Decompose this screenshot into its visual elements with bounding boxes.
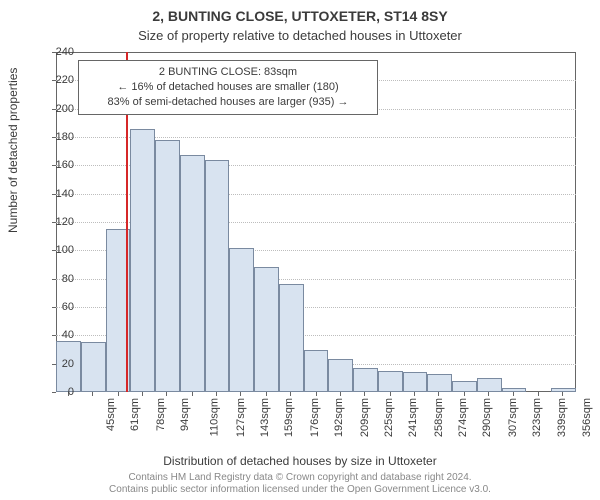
xtick-label: 258sqm xyxy=(433,398,445,437)
xtick-label: 159sqm xyxy=(284,398,296,437)
histogram-bar xyxy=(477,378,502,392)
xtick-mark xyxy=(464,392,465,396)
xtick-label: 274sqm xyxy=(457,398,469,437)
xtick-label: 241sqm xyxy=(408,398,420,437)
annotation-line: ← 16% of detached houses are smaller (18… xyxy=(87,80,369,95)
ytick-label: 100 xyxy=(44,244,74,256)
ytick-label: 80 xyxy=(44,273,74,285)
xtick-mark xyxy=(316,392,317,396)
histogram-bar xyxy=(502,388,527,392)
xtick-label: 290sqm xyxy=(482,398,494,437)
histogram-bar xyxy=(551,388,576,392)
x-axis-label: Distribution of detached houses by size … xyxy=(0,454,600,468)
histogram-bar xyxy=(378,371,403,392)
histogram-bar xyxy=(130,129,155,393)
histogram-bar xyxy=(427,374,452,392)
ytick-label: 220 xyxy=(44,74,74,86)
xtick-mark xyxy=(192,392,193,396)
xtick-label: 339sqm xyxy=(556,398,568,437)
xtick-mark xyxy=(538,392,539,396)
histogram-bar xyxy=(180,155,205,392)
xtick-label: 209sqm xyxy=(359,398,371,437)
xtick-label: 45sqm xyxy=(105,398,117,431)
ytick-label: 120 xyxy=(44,216,74,228)
annotation-line: 2 BUNTING CLOSE: 83sqm xyxy=(87,65,369,80)
histogram-bar xyxy=(403,372,428,392)
annotation-box: 2 BUNTING CLOSE: 83sqm← 16% of detached … xyxy=(78,60,378,115)
xtick-mark xyxy=(513,392,514,396)
ytick-label: 140 xyxy=(44,188,74,200)
chart-container: 2, BUNTING CLOSE, UTTOXETER, ST14 8SY Si… xyxy=(0,0,600,500)
xtick-mark xyxy=(438,392,439,396)
xtick-label: 110sqm xyxy=(209,398,221,436)
footer-line-2: Contains public sector information licen… xyxy=(0,484,600,496)
xtick-mark xyxy=(266,392,267,396)
xtick-mark xyxy=(340,392,341,396)
xtick-label: 176sqm xyxy=(309,398,321,437)
xtick-mark xyxy=(142,392,143,396)
ytick-label: 20 xyxy=(44,358,74,370)
histogram-bar xyxy=(279,284,304,392)
xtick-mark xyxy=(118,392,119,396)
histogram-bar xyxy=(229,248,254,393)
xtick-mark xyxy=(166,392,167,396)
xtick-mark xyxy=(562,392,563,396)
xtick-mark xyxy=(414,392,415,396)
xtick-label: 78sqm xyxy=(155,398,167,431)
xtick-label: 94sqm xyxy=(179,398,191,431)
xtick-mark xyxy=(390,392,391,396)
chart-title: 2, BUNTING CLOSE, UTTOXETER, ST14 8SY xyxy=(0,8,600,24)
xtick-label: 61sqm xyxy=(129,398,141,431)
histogram-bar xyxy=(205,160,230,392)
xtick-mark xyxy=(290,392,291,396)
xtick-mark xyxy=(92,392,93,396)
xtick-mark xyxy=(364,392,365,396)
histogram-bar xyxy=(155,140,180,392)
ytick-label: 240 xyxy=(44,46,74,58)
xtick-label: 192sqm xyxy=(333,398,345,437)
xtick-mark xyxy=(240,392,241,396)
xtick-label: 143sqm xyxy=(259,398,271,437)
ytick-label: 0 xyxy=(44,386,74,398)
histogram-bar xyxy=(304,350,329,393)
histogram-bar xyxy=(452,381,477,392)
histogram-bar xyxy=(328,359,353,392)
xtick-label: 127sqm xyxy=(235,398,247,437)
chart-subtitle: Size of property relative to detached ho… xyxy=(0,28,600,43)
xtick-mark xyxy=(216,392,217,396)
xtick-label: 225sqm xyxy=(383,398,395,437)
footer: Contains HM Land Registry data © Crown c… xyxy=(0,472,600,496)
ytick-label: 40 xyxy=(44,329,74,341)
xtick-label: 323sqm xyxy=(531,398,543,437)
ytick-label: 200 xyxy=(44,103,74,115)
ytick-label: 60 xyxy=(44,301,74,313)
xtick-label: 356sqm xyxy=(581,398,593,437)
ytick-label: 180 xyxy=(44,131,74,143)
annotation-line: 83% of semi-detached houses are larger (… xyxy=(87,95,369,110)
xtick-label: 307sqm xyxy=(507,398,519,437)
y-axis-label: Number of detached properties xyxy=(6,68,20,233)
histogram-bar xyxy=(353,368,378,392)
histogram-bar xyxy=(254,267,279,392)
histogram-bar xyxy=(81,342,106,392)
xtick-mark xyxy=(488,392,489,396)
ytick-label: 160 xyxy=(44,159,74,171)
footer-line-1: Contains HM Land Registry data © Crown c… xyxy=(0,472,600,484)
